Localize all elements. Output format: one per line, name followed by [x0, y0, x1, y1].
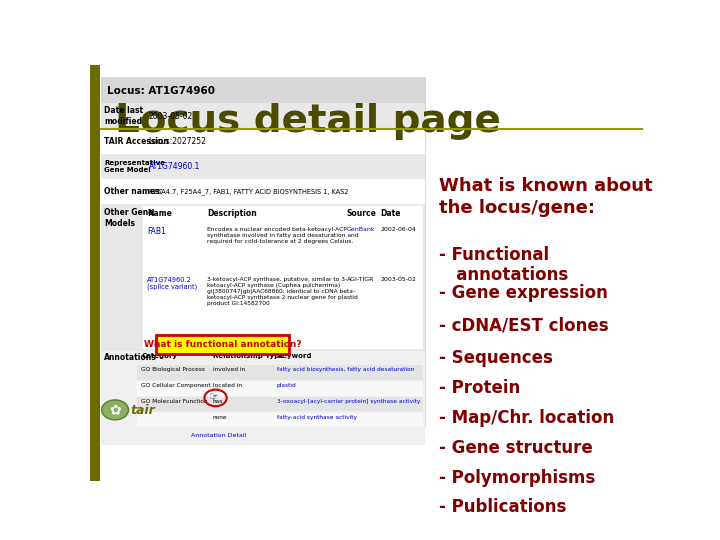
Text: AGI-TIGR: AGI-TIGR: [347, 277, 374, 282]
Text: Annotation Detail: Annotation Detail: [191, 433, 246, 437]
Text: - Map/Chr. location: - Map/Chr. location: [438, 409, 614, 427]
Bar: [101, 77, 425, 104]
Bar: [101, 204, 425, 351]
Text: TAIR Accession: TAIR Accession: [104, 137, 168, 146]
Text: AT1G74960.2
(splice variant): AT1G74960.2 (splice variant): [147, 277, 197, 291]
Bar: [138, 397, 423, 411]
Text: - Functional
   annotations: - Functional annotations: [438, 246, 568, 285]
Bar: [143, 206, 423, 349]
Text: AT1G74960.1: AT1G74960.1: [148, 162, 200, 171]
Text: Source: Source: [347, 209, 377, 218]
Text: What is functional annotation?: What is functional annotation?: [144, 340, 302, 349]
Bar: [138, 413, 423, 427]
Text: fatty-acid synthase activity: fatty-acid synthase activity: [277, 415, 357, 420]
Text: - Sequences: - Sequences: [438, 349, 553, 367]
Text: 3-oxoacyl-[acyl-carrier protein] synthase activity: 3-oxoacyl-[acyl-carrier protein] synthas…: [277, 399, 420, 404]
Bar: [138, 365, 423, 380]
Text: GO Biological Process: GO Biological Process: [141, 367, 205, 373]
Text: located in: located in: [213, 383, 242, 388]
Text: FAB1: FAB1: [147, 227, 166, 236]
Text: plastid: plastid: [277, 383, 297, 388]
FancyBboxPatch shape: [156, 335, 289, 354]
Text: Annotations: Annotations: [104, 353, 157, 362]
Bar: [101, 104, 425, 129]
Text: Description: Description: [207, 209, 257, 218]
Text: - Polymorphisms: - Polymorphisms: [438, 469, 595, 487]
Text: ✿: ✿: [109, 403, 121, 417]
Text: Locus detail page: Locus detail page: [115, 102, 501, 140]
Text: Other Gene
Models: Other Gene Models: [104, 208, 153, 228]
Text: involved in: involved in: [213, 367, 245, 373]
Text: fatty acid biosynthesis, fatty acid desaturation: fatty acid biosynthesis, fatty acid desa…: [277, 367, 414, 373]
Bar: [101, 129, 425, 154]
Bar: [90, 65, 100, 481]
Text: GO Molecular Function: GO Molecular Function: [141, 399, 208, 404]
Bar: [138, 381, 423, 396]
Text: F25A4.7, F25A4_7, FAB1, FATTY ACID BIOSYNTHESIS 1, KAS2: F25A4.7, F25A4_7, FAB1, FATTY ACID BIOSY…: [148, 188, 348, 195]
Text: 2003-05-02: 2003-05-02: [148, 112, 193, 120]
Bar: [101, 351, 425, 445]
Text: - Publications: - Publications: [438, 498, 566, 516]
Text: GO Cellular Component: GO Cellular Component: [141, 383, 211, 388]
Text: none: none: [213, 415, 228, 420]
Circle shape: [102, 400, 128, 420]
Text: Locus:2027252: Locus:2027252: [148, 137, 207, 146]
Bar: [101, 77, 425, 427]
Text: Other names:: Other names:: [104, 187, 163, 196]
Text: Locus: AT1G74960: Locus: AT1G74960: [107, 85, 215, 96]
Text: tair: tair: [130, 404, 155, 417]
Text: Name: Name: [147, 209, 172, 218]
Text: Date last
modified: Date last modified: [104, 106, 143, 126]
Text: GenBank: GenBank: [347, 227, 375, 232]
Text: 3-ketoacyl-ACP synthase, putative, similar to 3-
ketoacyl-ACP synthase (Cuphea p: 3-ketoacyl-ACP synthase, putative, simil…: [207, 277, 358, 306]
Text: 2003-05-02: 2003-05-02: [380, 277, 416, 282]
Bar: [101, 179, 425, 204]
Text: Keyword: Keyword: [277, 353, 312, 359]
Text: - cDNA/EST clones: - cDNA/EST clones: [438, 316, 608, 334]
Text: has: has: [213, 399, 223, 404]
Bar: [101, 154, 425, 179]
Text: Date: Date: [380, 209, 400, 218]
Text: ☞: ☞: [210, 392, 220, 402]
Text: Category: Category: [141, 353, 177, 359]
Text: 2002-06-04: 2002-06-04: [380, 227, 416, 232]
Text: Representative
Gene Model: Representative Gene Model: [104, 160, 165, 173]
Text: - Gene structure: - Gene structure: [438, 438, 593, 457]
Text: - Protein: - Protein: [438, 379, 520, 397]
Text: Relationship Type: Relationship Type: [213, 353, 284, 359]
Text: What is known about
the locus/gene:: What is known about the locus/gene:: [438, 177, 652, 217]
Text: - Gene expression: - Gene expression: [438, 284, 608, 302]
Text: Encodes a nuclear encoded beta-ketoacyl-ACP
synthetase involved in fatty acid de: Encodes a nuclear encoded beta-ketoacyl-…: [207, 227, 359, 244]
